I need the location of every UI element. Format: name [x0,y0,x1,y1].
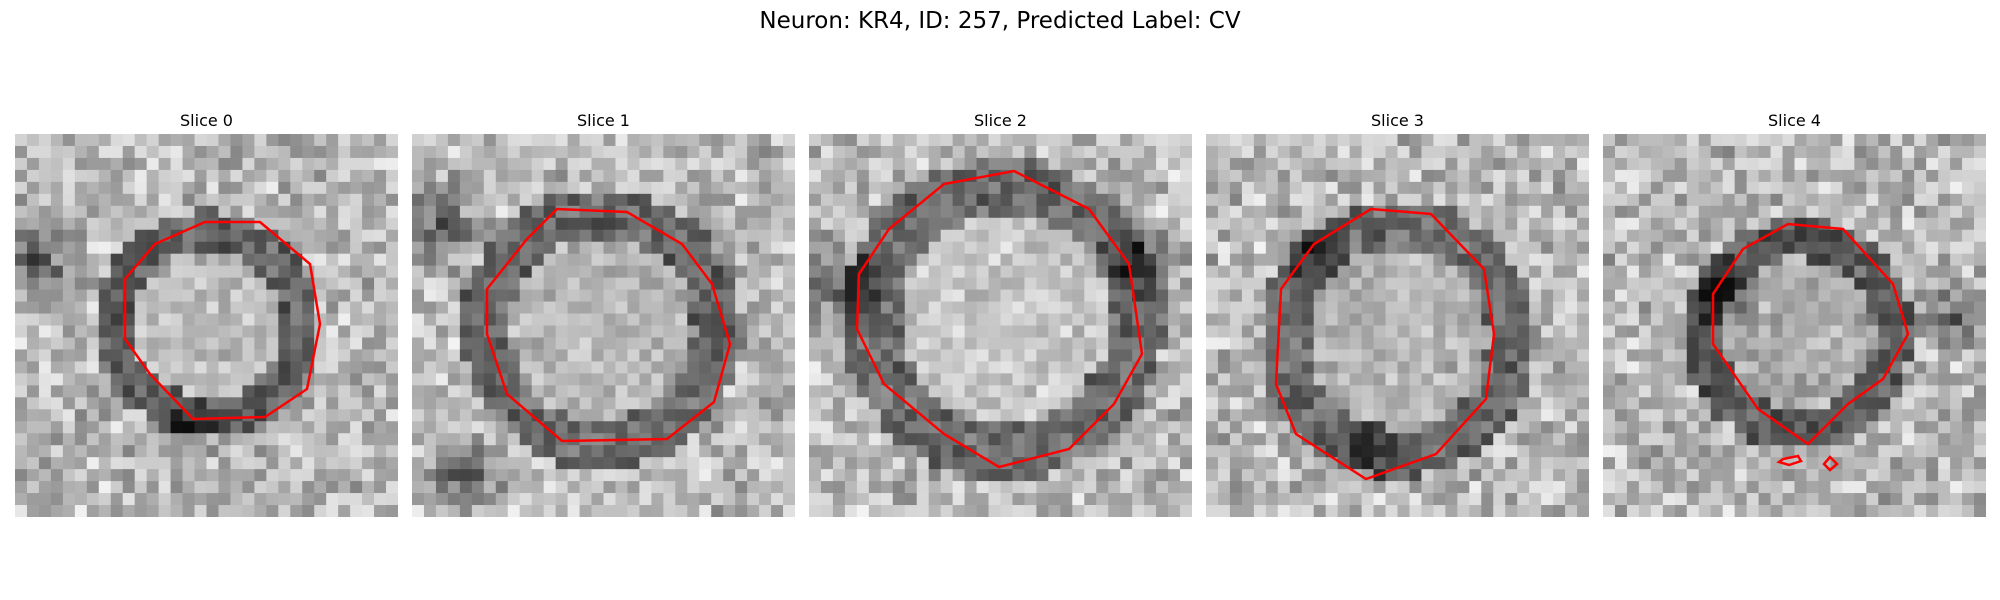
slice-title-3: Slice 3 [1371,111,1424,130]
slice-image-0 [15,134,398,517]
slice-title-1: Slice 1 [577,111,630,130]
pixel-grid [15,134,398,517]
slice-panel-0: Slice 0 [15,108,398,517]
pixel-grid [1603,134,1986,517]
pixel-grid [412,134,795,517]
segmentation-contour [485,207,732,443]
slice-image-2 [809,134,1192,517]
segmentation-contour [1822,455,1839,472]
slice-image-3 [1206,134,1589,517]
segmentation-contour [1711,222,1910,446]
slice-title-4: Slice 4 [1768,111,1821,130]
slice-panel-4: Slice 4 [1603,108,1986,517]
figure-title: Neuron: KR4, ID: 257, Predicted Label: C… [759,8,1241,34]
slice-panel-1: Slice 1 [412,108,795,517]
segmentation-contour [855,169,1144,469]
slice-image-1 [412,134,795,517]
slice-title-0: Slice 0 [180,111,233,130]
segmentation-contour [123,220,322,421]
pixel-grid [809,134,1192,517]
slice-panel-2: Slice 2 [809,108,1192,517]
slice-title-2: Slice 2 [974,111,1027,130]
pixel-grid [1206,134,1589,517]
slice-panel-3: Slice 3 [1206,108,1589,517]
segmentation-contour [1776,454,1803,467]
segmentation-contour [1274,207,1496,481]
slice-image-4 [1603,134,1986,517]
